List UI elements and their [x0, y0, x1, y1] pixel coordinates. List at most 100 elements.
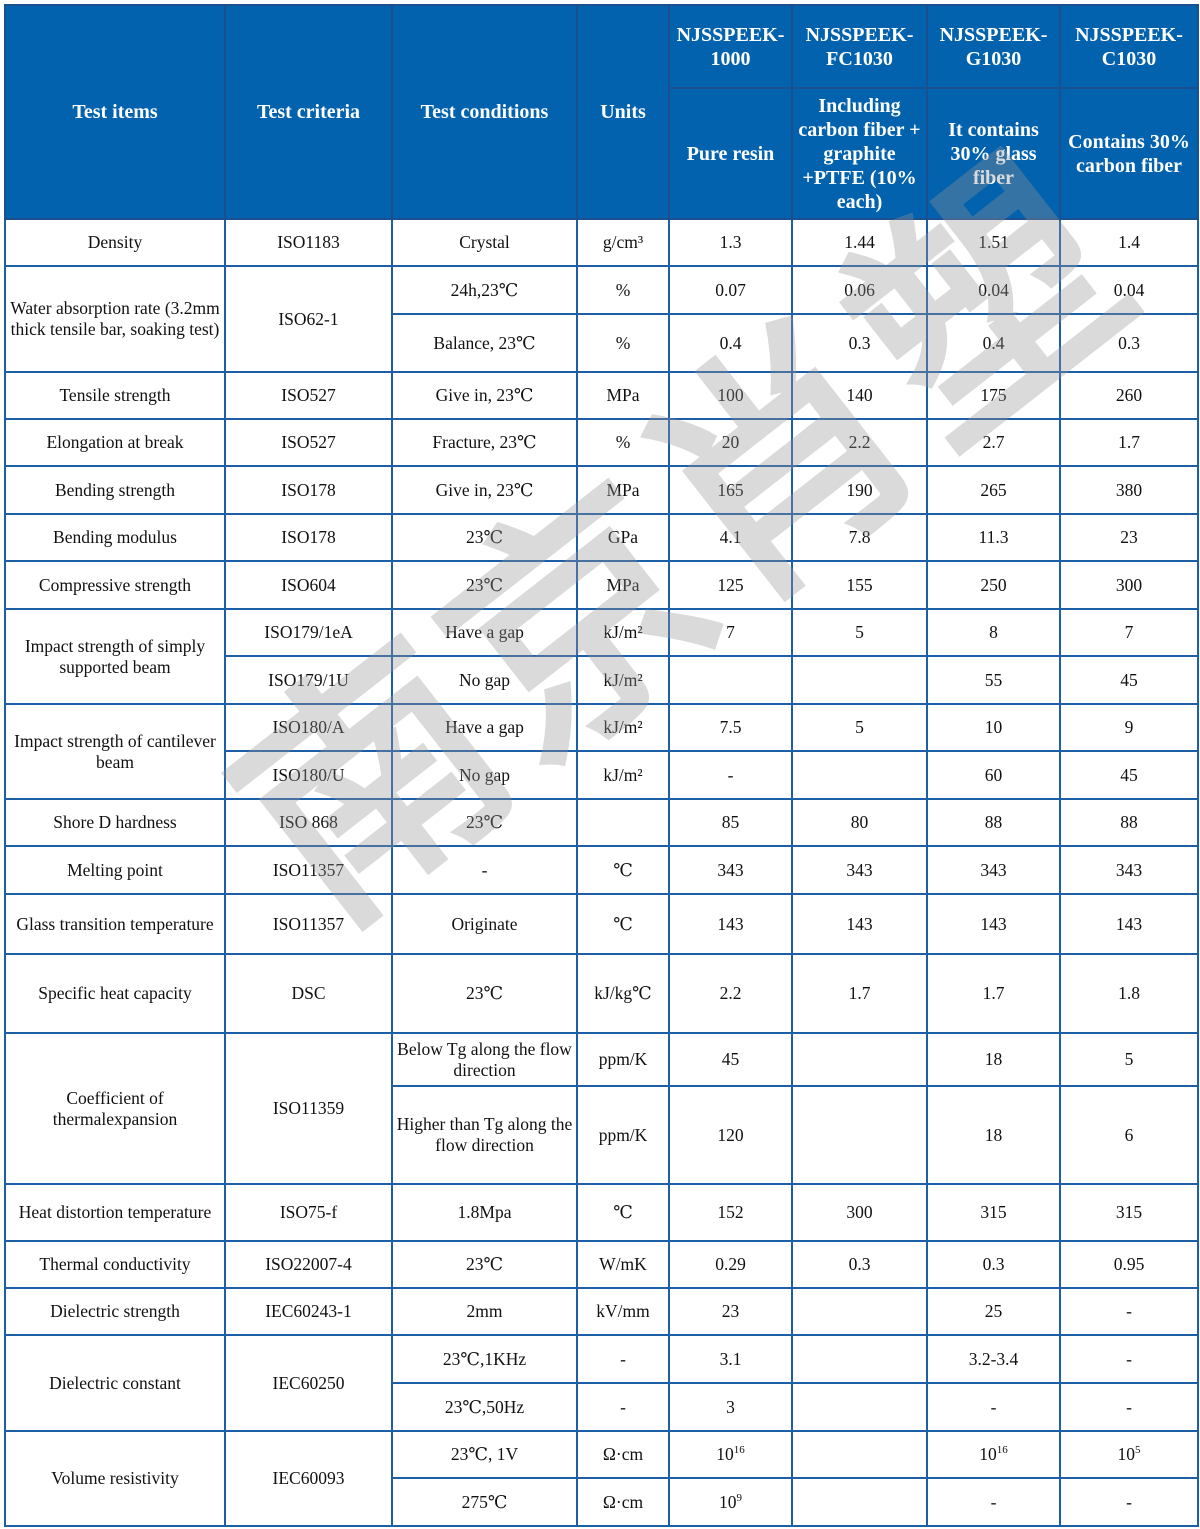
cell-text: 0.06	[844, 279, 875, 300]
table-cell: 1.4	[1059, 218, 1199, 267]
table-cell: Ω·cm	[576, 1430, 670, 1479]
cell-text: Originate	[451, 913, 518, 934]
table-cell: 105	[1059, 1430, 1199, 1479]
cell-text: Dielectric constant	[49, 1372, 181, 1393]
table-cell: 23℃	[391, 1240, 578, 1289]
header-units: Units	[576, 4, 670, 220]
cell-text: Below Tg along the flow direction	[397, 1038, 572, 1080]
cell-text: 0.3	[1118, 332, 1140, 353]
table-cell: kV/mm	[576, 1287, 670, 1336]
table-cell: %	[576, 418, 670, 467]
table-cell: 5	[791, 608, 928, 657]
table-cell: 0.4	[926, 313, 1061, 373]
table-cell: -	[1059, 1477, 1199, 1527]
table-cell: 1.8	[1059, 953, 1199, 1034]
table-cell: 343	[1059, 845, 1199, 895]
cell-text: 60	[984, 764, 1003, 785]
table-row: Compressive strength ISO604 23℃ MPa 125 155 25…	[4, 560, 1199, 610]
table-cell	[668, 655, 793, 705]
table-row: Specific heat capacity DSC 23℃ kJ/kg℃ 2.2 1.7…	[4, 953, 1199, 1034]
table-cell: Specific heat capacity	[4, 953, 226, 1034]
cell-text: ISO75-f	[279, 1202, 338, 1222]
cell-text: 300	[1115, 574, 1143, 595]
cell-text: 165	[717, 479, 744, 500]
cell-text: 250	[980, 574, 1007, 595]
table-cell: kJ/m²	[576, 750, 670, 800]
cell-text: 23	[1120, 527, 1138, 547]
cell-text: Give in, 23℃	[435, 479, 534, 500]
cell-text: 143	[717, 913, 744, 934]
table-cell	[791, 1334, 928, 1384]
cell-text: 0.4	[719, 332, 742, 353]
table-cell: 3.2-3.4	[926, 1334, 1061, 1384]
cell-text: -	[1126, 1491, 1132, 1512]
table-cell	[791, 655, 928, 705]
table-cell: kJ/m²	[576, 703, 670, 752]
cell-text: 0.04	[978, 279, 1009, 300]
table-cell: 7.8	[791, 513, 928, 562]
table-cell: 23℃	[391, 953, 578, 1034]
table-cell: ppm/K	[576, 1085, 670, 1185]
cell-text: -	[1126, 1348, 1132, 1369]
cell-exponent: 16	[733, 1444, 745, 1456]
cell-text: Bending strength	[54, 479, 176, 500]
table-cell: 109	[668, 1477, 793, 1527]
table-row: Thermal conductivity ISO22007-4 23℃ W/mK 0.2…	[4, 1240, 1199, 1289]
table-cell	[791, 1477, 928, 1527]
cell-text: Crystal	[459, 232, 510, 252]
cell-text: 11.3	[978, 527, 1009, 547]
cell-text: 10	[1117, 1444, 1136, 1464]
cell-text: No gap	[458, 764, 511, 785]
cell-text: 5	[855, 717, 864, 737]
table-cell: 23℃, 1V	[391, 1430, 578, 1479]
table-cell: 7.5	[668, 703, 793, 752]
cell-text: 45	[1120, 764, 1138, 785]
cell-text: 1.51	[978, 232, 1009, 252]
cell-text: ISO1183	[277, 232, 340, 252]
cell-text: 120	[717, 1124, 744, 1145]
cell-text: -	[990, 1396, 997, 1417]
properties-table: Test items Test criteria Test conditions…	[4, 4, 1199, 1527]
cell-text: 88	[984, 812, 1003, 832]
table-cell: Originate	[391, 893, 578, 955]
cell-text: Have a gap	[445, 622, 524, 642]
table-cell: Heat distortion temperature	[4, 1183, 226, 1242]
table-cell: Shore D hardness	[4, 798, 226, 847]
table-cell: 0.3	[791, 1240, 928, 1289]
cell-text: ISO604	[281, 574, 336, 595]
cell-text: MPa	[606, 479, 640, 500]
cell-exponent: 5	[1135, 1444, 1141, 1456]
cell-text: %	[615, 432, 631, 452]
cell-text: 85	[721, 812, 740, 832]
table-row: Water absorption rate (3.2mm thick tensi…	[4, 265, 1199, 373]
cell-text: 23℃	[465, 1254, 504, 1274]
cell-text: 20	[721, 432, 740, 452]
cell-text: 0.3	[982, 1254, 1005, 1274]
cell-text: 343	[1115, 859, 1143, 880]
cell-text: 300	[846, 1202, 873, 1222]
table-cell: 23℃,50Hz	[391, 1382, 578, 1432]
cell-text: Give in, 23℃	[435, 385, 534, 405]
cell-text: 6	[1124, 1124, 1134, 1145]
table-cell: Give in, 23℃	[391, 371, 578, 420]
table-row: Melting point ISO11357 - ℃ 343 343 343 343	[4, 845, 1199, 895]
table-cell: 190	[791, 465, 928, 515]
table-cell	[791, 750, 928, 800]
table-cell: 165	[668, 465, 793, 515]
table-cell: ppm/K	[576, 1032, 670, 1087]
cell-text: 45	[721, 1049, 740, 1069]
table-cell: -	[926, 1382, 1061, 1432]
cell-text: ISO11359	[272, 1098, 345, 1118]
table-cell: ISO178	[224, 465, 393, 515]
cell-text: 3.1	[719, 1348, 742, 1369]
cell-text: Density	[87, 232, 143, 252]
table-cell: 5	[791, 703, 928, 752]
table-cell: 143	[1059, 893, 1199, 955]
table-cell: Ω·cm	[576, 1477, 670, 1527]
table-cell: W/mK	[576, 1240, 670, 1289]
cell-text: 1.8Mpa	[457, 1202, 512, 1222]
table-cell: 10	[926, 703, 1061, 752]
table-cell: ℃	[576, 893, 670, 955]
cell-text: 0.07	[715, 279, 746, 300]
table-row: Bending strength ISO178 Give in, 23℃ MPa 165…	[4, 465, 1199, 515]
